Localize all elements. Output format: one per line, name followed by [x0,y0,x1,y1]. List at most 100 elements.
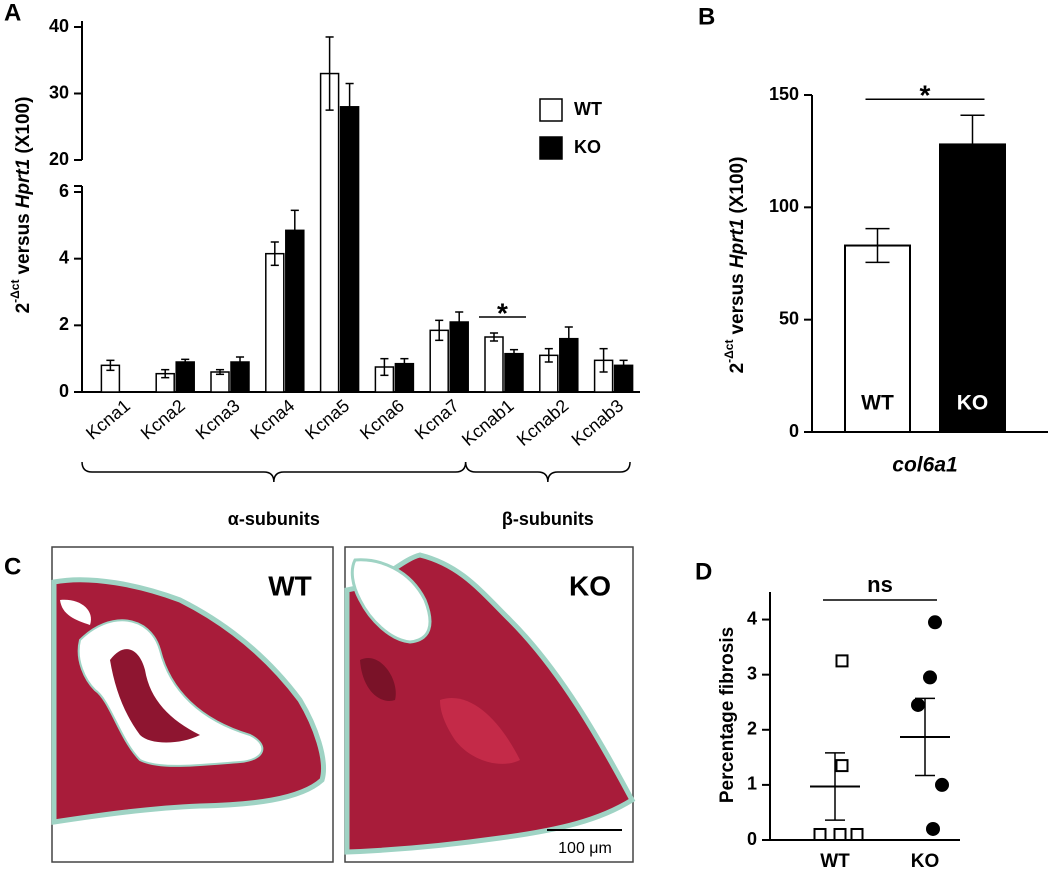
tissue-fold [110,649,200,743]
y-tick-label: 1 [747,774,757,794]
group-label: β-subunits [502,509,594,529]
image-label: KO [569,570,611,601]
y-axis-label: 2-Δct versus Hprt1 (X100) [722,157,748,374]
error-bar [270,241,279,267]
data-point [835,654,849,668]
x-tick-label: Kcnab3 [568,395,628,450]
data-point [833,827,847,841]
error-bar [380,357,389,377]
bar [939,143,1006,433]
x-tick-label: Kcna3 [192,395,244,443]
scale-bar-label: 100 μm [558,840,612,857]
data-point [813,827,827,841]
y-axis-label-part: 2 [13,303,34,314]
y-axis-label-part: -Δct [8,280,22,303]
error-bar [599,347,608,373]
y-axis-label-part: versus [727,273,748,334]
group-label: α-subunits [228,509,320,529]
data-point [928,615,942,630]
error-bar [161,368,170,379]
bar [265,252,285,393]
x-tick-label: Kcnab2 [513,395,573,450]
y-tick-label: 4 [747,608,757,628]
error-bar [181,358,190,366]
y-tick-label: 20 [49,149,69,169]
x-tick-label: KO [957,392,989,415]
y-tick-label: 50 [779,308,799,328]
error-bar [235,356,245,368]
y-tick-label: 4 [59,247,69,267]
data-point [926,821,940,836]
error-bar [825,752,845,821]
y-tick-label: 100 [769,196,799,216]
y-axis-label-part: 2 [727,363,748,374]
y-tick-label: 6 [59,181,69,201]
tissue-gap [60,599,91,625]
y-tick-label: 30 [49,82,69,102]
group-brace [464,461,631,483]
tissue-fold [360,658,396,701]
data-point [835,759,849,773]
bar [175,361,195,393]
y-axis-label-part: Hprt1 [13,159,34,209]
tissue-fold [440,698,520,764]
x-tick-label: Kcna7 [411,395,463,443]
y-tick-label: 2 [59,314,69,334]
y-tick-label: 3 [747,663,757,683]
legend-label: KO [574,137,601,157]
bar [504,352,524,393]
y-axis-label-part: versus [13,213,34,274]
data-point [850,827,864,841]
group-brace [81,461,467,483]
x-axis-label: col6a1 [892,454,957,477]
error-bar [509,348,519,359]
error-bar [400,357,409,370]
panel-label: D [695,558,712,585]
y-tick-label: 2 [747,719,757,739]
error-bar [619,359,628,372]
bar [844,244,911,433]
data-point [923,670,937,685]
legend-swatch [539,98,563,122]
error-bar [564,326,573,352]
y-tick-label: 40 [49,16,69,36]
x-tick-label: WT [861,392,894,415]
data-point [935,777,949,792]
x-tick-label: KO [911,851,940,872]
error-bar [345,82,354,131]
x-tick-label: Kcna2 [137,395,189,443]
legend-swatch [539,136,563,160]
y-axis-label-part: (X100) [13,97,34,154]
significance-label: ns [867,572,893,597]
y-axis-label: Percentage fibrosis [717,627,738,803]
error-bar [215,368,225,376]
y-axis-label: 2-Δct versus Hprt1 (X100) [8,97,34,314]
bar [484,336,504,393]
x-tick-label: Kcna5 [301,395,353,443]
x-tick-label: Kcna4 [246,395,298,443]
panel-label: C [4,553,21,580]
y-axis-label-part: Hprt1 [727,219,748,269]
histology-panel: C WT KO 100 μm [4,546,636,863]
error-bar [865,227,890,264]
data-point [911,697,925,712]
significance-label: * [497,297,508,328]
bar [339,106,360,393]
y-tick-label: 0 [789,421,799,441]
y-tick-label: 0 [59,381,69,401]
bar [285,229,305,393]
error-bar [489,332,499,342]
error-bar [325,36,334,111]
panel-label: A [4,0,21,26]
error-bar [915,697,935,777]
panel-label: B [698,3,715,30]
error-bar [455,311,464,333]
error-bar [106,359,115,372]
y-axis-label-part: (X100) [727,157,748,214]
error-bar [435,319,444,342]
image-label: WT [268,570,312,601]
x-tick-label: Kcna6 [356,395,408,443]
x-tick-label: Kcnab1 [458,395,518,450]
error-bar [290,209,299,252]
